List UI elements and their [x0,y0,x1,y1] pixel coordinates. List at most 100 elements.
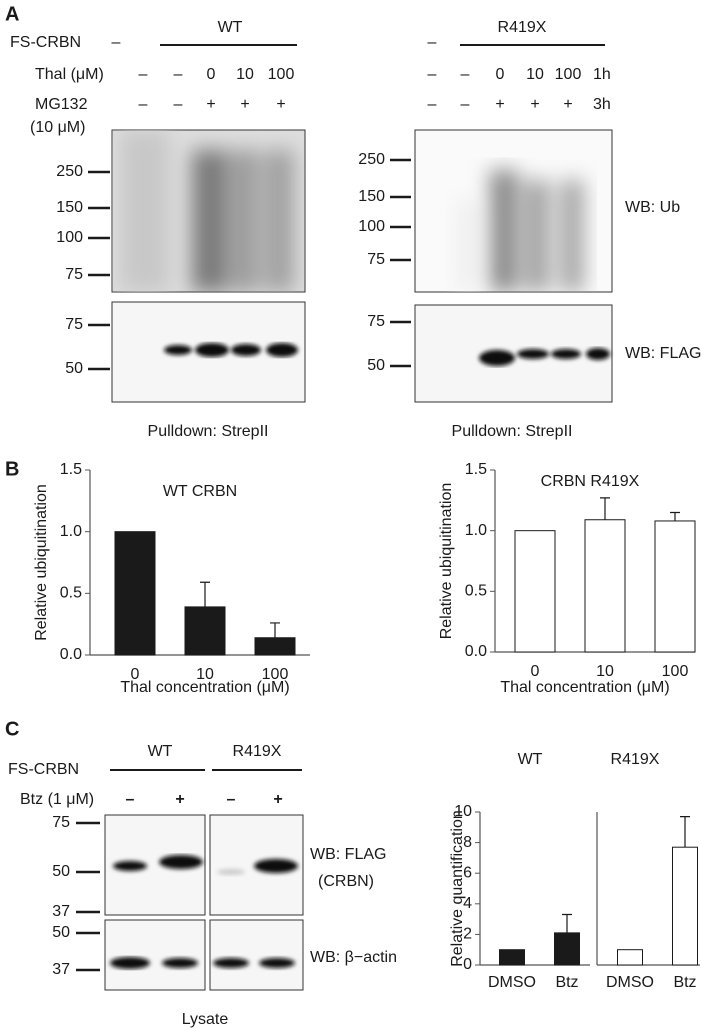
x-tick-label: 100 [262,666,289,683]
bar [654,520,696,653]
construct-label: WT [148,743,173,760]
blot-actin-c [104,919,304,991]
mw-marker: 75 [367,313,385,330]
error-bar [670,511,680,521]
lane-symbol: – [428,96,437,113]
lane-symbol: 0 [207,66,216,83]
x-tick-label: Btz [673,974,696,991]
time-label: 3h [593,96,611,113]
lane-symbol: 100 [555,66,582,83]
wb-label: WB: FLAG [625,345,701,362]
row-label: MG132 [35,96,88,113]
bar [672,846,698,966]
panel-label: A [5,3,19,25]
wb-label: WB: β−actin [310,949,397,966]
row-label: Btz (1 μM) [20,791,94,808]
bar [184,606,226,656]
lane-symbol: + [175,791,184,808]
chart-title: WT CRBN [163,483,237,500]
wb-label: WB: Ub [625,199,680,216]
bar [617,949,643,966]
mw-marker: 75 [52,814,70,831]
y-tick-label: 0.5 [60,585,82,602]
blot-caption: Pulldown: StrepII [148,423,269,440]
lane-symbol: – [227,791,236,808]
lane-symbol: – [461,66,470,83]
lane-symbol: + [206,96,215,113]
y-axis-label: Relative quantification [449,810,466,967]
lane-symbol: – [174,66,183,83]
mw-marker: 37 [52,903,70,920]
lane-symbol: – [428,34,437,51]
error-bar [200,581,210,607]
y-tick-label: 6 [463,864,472,881]
x-tick-label: DMSO [606,974,654,991]
mw-marker: 75 [65,316,83,333]
y-tick-label: 8 [463,834,472,851]
mw-marker: 50 [52,924,70,941]
chart-title: WT [518,751,543,768]
mw-marker: 50 [65,360,83,377]
x-tick-label: 10 [196,666,214,683]
mw-marker: 150 [56,199,83,216]
panel-label: C [5,718,19,740]
y-axis-label: Relative ubiquitination [33,484,50,641]
mw-marker: 100 [56,229,83,246]
y-tick-label: 4 [463,895,472,912]
bar [514,530,556,653]
lane-symbol: + [495,96,504,113]
mw-marker: 75 [65,266,83,283]
mw-marker: 250 [56,163,83,180]
blot-flag-r419x [414,304,613,403]
x-tick-label: DMSO [488,974,536,991]
mw-marker: 250 [358,151,385,168]
lane-symbol: – [112,34,121,51]
y-tick-label: 0 [463,956,472,973]
y-tick-label: 10 [454,803,472,820]
chart-title: CRBN R419X [541,473,640,490]
row-label: FS-CRBN [10,34,81,51]
blot-caption: Lysate [182,1011,229,1028]
wb-label: WB: FLAG [310,846,386,863]
row-label: (10 μM) [30,119,85,136]
row-label: FS-CRBN [8,761,79,778]
row-label: Thal (μM) [35,66,104,83]
y-tick-label: 0.0 [465,643,487,660]
lane-symbol: + [273,791,282,808]
bar [584,519,626,653]
y-tick-label: 0.0 [60,646,82,663]
blot-flag-wt [111,301,306,403]
blot-ub-wt [111,129,306,293]
mw-marker: 75 [367,251,385,268]
construct-label: R419X [498,19,547,36]
mw-marker: 50 [367,357,385,374]
lane-symbol: 100 [268,66,295,83]
y-tick-label: 0.5 [465,583,487,600]
y-tick-label: 1.0 [465,522,487,539]
error-bar [270,622,280,638]
construct-label: WT [218,19,243,36]
y-tick-label: 2 [463,926,472,943]
lane-symbol: 10 [526,66,544,83]
x-tick-label: 0 [131,666,140,683]
lane-symbol: – [139,96,148,113]
y-tick-label: 1.0 [60,523,82,540]
bar [114,531,156,656]
lane-symbol: – [139,66,148,83]
error-bar [562,913,572,933]
wb-label: (CRBN) [318,873,374,890]
blot-flag-c [104,814,304,916]
y-tick-label: 1.5 [60,461,82,478]
lane-symbol: + [530,96,539,113]
bar [554,932,580,966]
lane-symbol: + [276,96,285,113]
y-tick-label: 1.5 [465,461,487,478]
lane-symbol: + [240,96,249,113]
lane-symbol: – [126,791,135,808]
blot-ub-r419x [414,129,613,293]
x-axis-label: Thal concentration (μM) [120,679,289,696]
error-bar [680,815,690,848]
mw-marker: 150 [358,188,385,205]
bar [254,637,296,656]
